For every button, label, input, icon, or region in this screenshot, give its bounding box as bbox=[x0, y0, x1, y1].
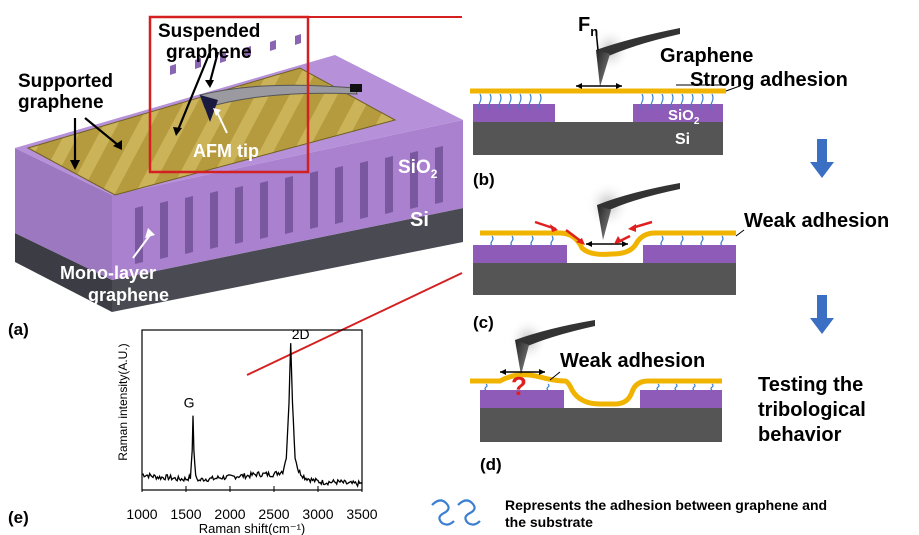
x-tick-1000: 1000 bbox=[126, 506, 157, 522]
label-arrowheads bbox=[70, 80, 214, 170]
annotation-2d-peak: 2D bbox=[292, 326, 310, 342]
schematic-b bbox=[470, 28, 741, 155]
device-3d-illustration bbox=[15, 15, 463, 376]
panel-tag-b: (b) bbox=[473, 170, 495, 189]
question-mark: ? bbox=[511, 371, 527, 401]
testing-label: Testing the tribological behavior bbox=[758, 374, 866, 446]
x-axis-ticks bbox=[141, 486, 363, 492]
zoom-box bbox=[148, 15, 310, 174]
label-arrows bbox=[73, 51, 220, 165]
chart-frame bbox=[141, 329, 363, 491]
x-tick-3000: 3000 bbox=[302, 506, 333, 522]
sio2-left-face bbox=[15, 148, 112, 280]
supported-graphene-label: Supported graphene bbox=[18, 71, 113, 113]
x-tick-3500: 3500 bbox=[346, 506, 377, 522]
raman-chart: G 2D 1000 1500 2000 2500 3000 3500 Raman… bbox=[116, 326, 378, 535]
afm-tip bbox=[200, 95, 218, 122]
sio2-label-a: SiO2 bbox=[398, 157, 438, 181]
monolayer-arrow bbox=[132, 234, 151, 259]
raman-series-line bbox=[141, 343, 363, 488]
x-tick-1500: 1500 bbox=[170, 506, 201, 522]
strong-adhesion-label: Strong adhesion bbox=[690, 69, 848, 91]
panel-tag-c: (c) bbox=[473, 313, 494, 332]
schematic-d bbox=[470, 318, 722, 442]
x-axis-label: Raman shift(cm⁻¹) bbox=[199, 521, 306, 535]
afm-tip-label: AFM tip bbox=[193, 141, 259, 161]
y-axis-label: Raman intensity(A.U.) bbox=[116, 343, 130, 460]
process-arrows bbox=[810, 139, 834, 334]
zoom-line-bottom bbox=[246, 272, 463, 376]
adhesion-legend-text: Represents the adhesion between graphene… bbox=[505, 497, 828, 530]
si-front-face bbox=[112, 208, 463, 312]
weak-adhesion-label-c: Weak adhesion bbox=[744, 210, 890, 232]
normal-force-label: Fn bbox=[578, 14, 599, 39]
suspended-graphene-label: Suspended graphene bbox=[158, 21, 261, 63]
x-tick-2500: 2500 bbox=[258, 506, 289, 522]
graphene-label-b: Graphene bbox=[660, 45, 754, 67]
si-label-a: Si bbox=[410, 209, 429, 231]
panel-tag-e: (e) bbox=[8, 508, 29, 527]
adhesion-legend-icon bbox=[431, 499, 481, 526]
trench-notches bbox=[135, 146, 443, 264]
annotation-g-peak: G bbox=[184, 395, 195, 411]
weak-adhesion-label-d: Weak adhesion bbox=[560, 350, 706, 372]
schematic-c bbox=[473, 181, 745, 295]
si-left-face bbox=[15, 233, 112, 312]
x-tick-2000: 2000 bbox=[214, 506, 245, 522]
afm-cantilever bbox=[199, 84, 358, 109]
cantilever-base bbox=[350, 84, 362, 92]
sio2-label-b: SiO2 bbox=[668, 107, 700, 127]
panel-tag-a: (a) bbox=[8, 320, 29, 339]
si-label-b: Si bbox=[675, 131, 691, 148]
trench-notches-back bbox=[170, 34, 301, 75]
monolayer-graphene-label: Mono-layer graphene bbox=[60, 263, 170, 305]
panel-tag-d: (d) bbox=[480, 455, 502, 474]
